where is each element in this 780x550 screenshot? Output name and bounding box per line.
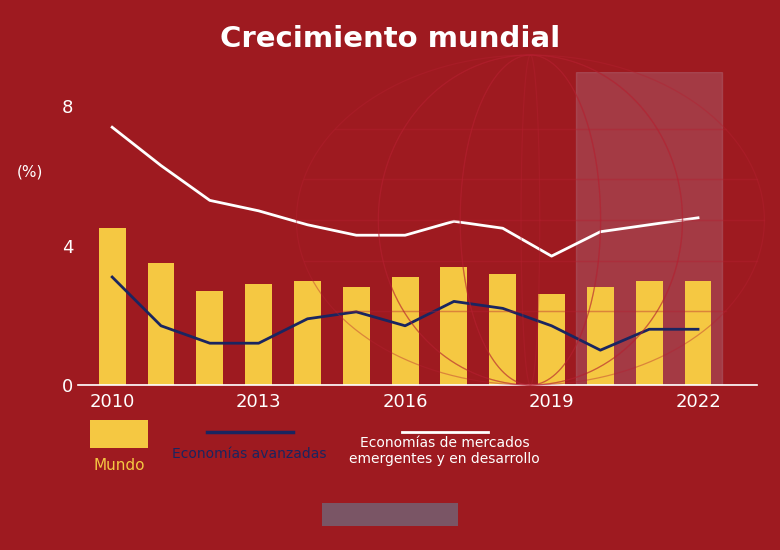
Text: Economías de mercados
emergentes y en desarrollo: Economías de mercados emergentes y en de…: [349, 436, 540, 466]
Text: Economías avanzadas: Economías avanzadas: [172, 447, 327, 461]
Text: (%): (%): [17, 164, 44, 179]
Bar: [576, 72, 722, 385]
Text: Proyecciones: Proyecciones: [339, 507, 441, 522]
Bar: [685, 280, 711, 385]
Bar: [99, 228, 126, 385]
Bar: [343, 288, 370, 385]
Bar: [392, 277, 419, 385]
Bar: [197, 291, 223, 385]
Bar: [489, 273, 516, 385]
Bar: [636, 280, 663, 385]
Bar: [587, 288, 614, 385]
Bar: [245, 284, 272, 385]
Text: Crecimiento mundial: Crecimiento mundial: [220, 25, 560, 53]
Bar: [441, 267, 467, 385]
Bar: [147, 263, 175, 385]
Text: Mundo: Mundo: [93, 458, 145, 473]
Bar: [538, 294, 565, 385]
Bar: [294, 280, 321, 385]
